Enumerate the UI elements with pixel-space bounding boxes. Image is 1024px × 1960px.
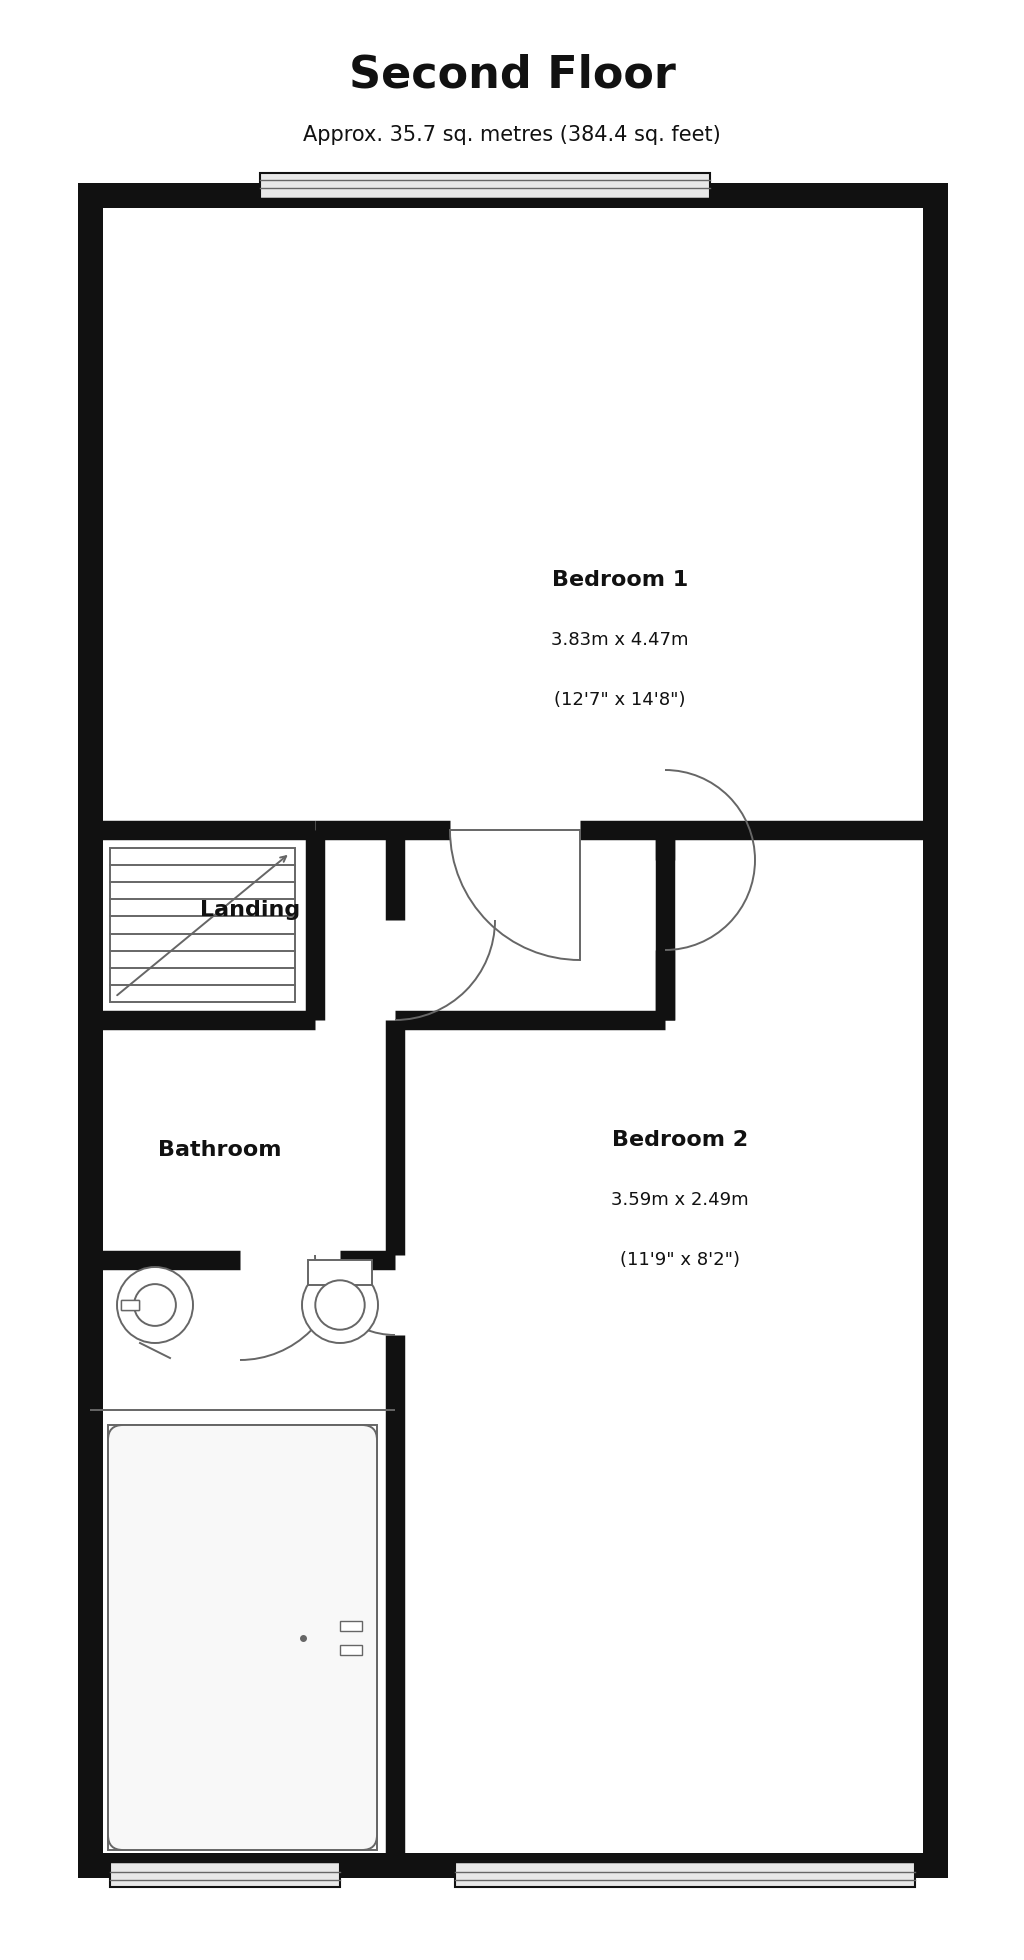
FancyBboxPatch shape bbox=[108, 1425, 377, 1850]
Bar bbox=[121, 1299, 139, 1309]
Text: Approx. 35.7 sq. metres (384.4 sq. feet): Approx. 35.7 sq. metres (384.4 sq. feet) bbox=[303, 125, 721, 145]
Text: 3.59m x 2.49m: 3.59m x 2.49m bbox=[611, 1192, 749, 1209]
Bar bbox=[260, 172, 710, 200]
Text: Bedroom 1: Bedroom 1 bbox=[552, 570, 688, 590]
Bar bbox=[340, 1621, 362, 1631]
Bar bbox=[121, 1299, 139, 1309]
Circle shape bbox=[134, 1284, 176, 1325]
Bar bbox=[90, 194, 935, 1866]
Circle shape bbox=[302, 1266, 378, 1343]
Text: Landing: Landing bbox=[200, 900, 300, 919]
Text: Second Floor: Second Floor bbox=[348, 53, 676, 96]
Text: Bathroom: Bathroom bbox=[159, 1141, 282, 1160]
Bar bbox=[455, 1860, 915, 1887]
Bar bbox=[340, 1644, 362, 1654]
Text: 3.83m x 4.47m: 3.83m x 4.47m bbox=[551, 631, 689, 649]
Circle shape bbox=[315, 1280, 365, 1329]
Text: Bedroom 2: Bedroom 2 bbox=[612, 1131, 749, 1151]
Text: (11'9" x 8'2"): (11'9" x 8'2") bbox=[620, 1250, 740, 1268]
Circle shape bbox=[117, 1266, 193, 1343]
Bar bbox=[108, 1425, 377, 1850]
Bar bbox=[308, 1260, 372, 1286]
Bar bbox=[110, 1860, 340, 1887]
Text: (12'7" x 14'8"): (12'7" x 14'8") bbox=[554, 692, 686, 710]
Bar bbox=[110, 849, 295, 1002]
